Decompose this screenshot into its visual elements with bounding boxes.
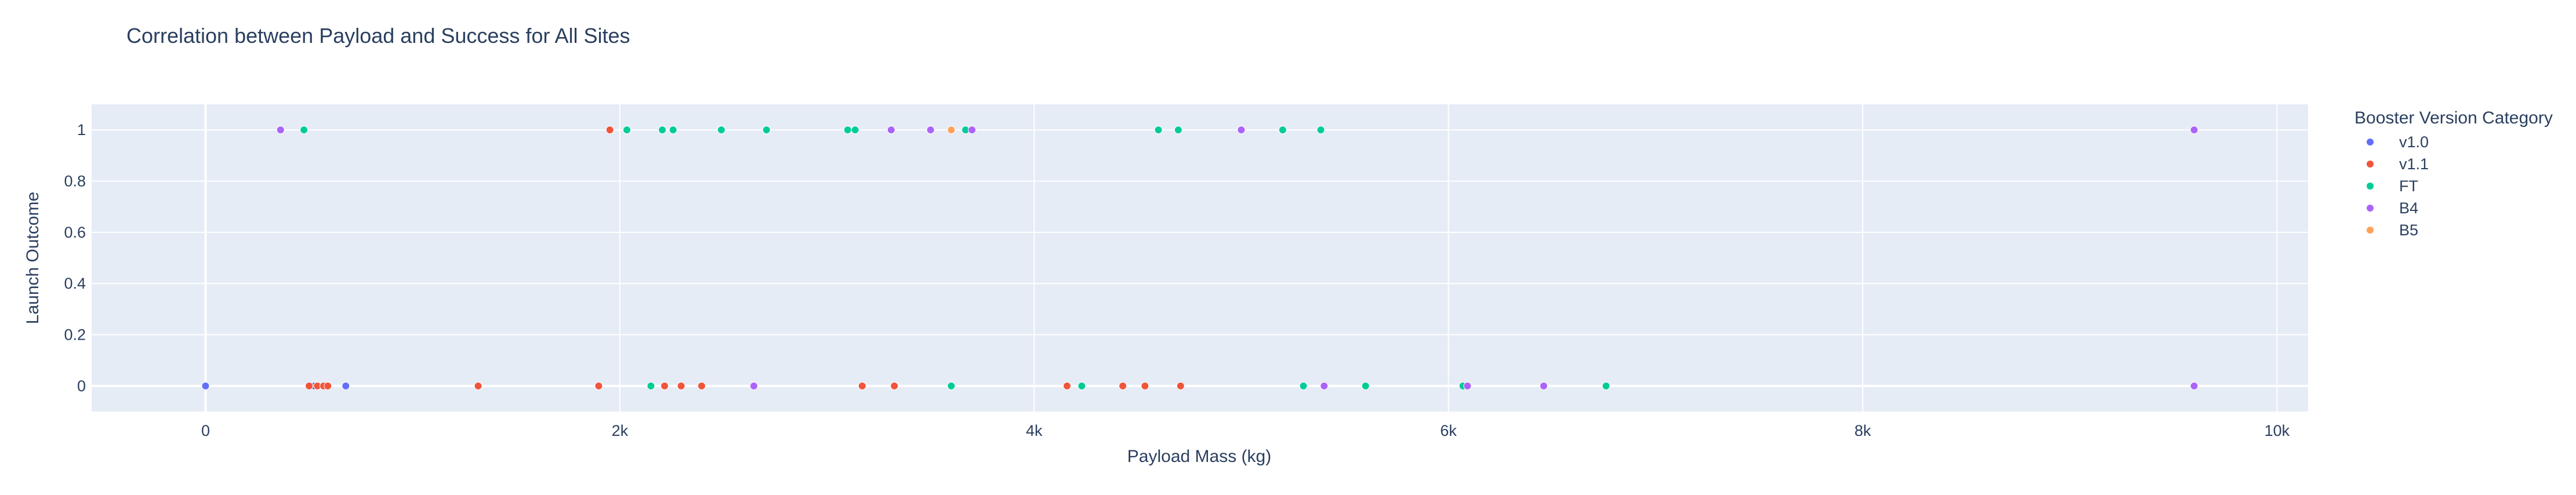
data-point[interactable] (1299, 381, 1308, 390)
data-point[interactable] (2190, 381, 2198, 390)
data-point[interactable] (1077, 381, 1086, 390)
legend-marker (2366, 204, 2374, 212)
y-tick-label: 0 (77, 377, 86, 395)
data-point[interactable] (594, 381, 603, 390)
legend-item[interactable]: v1.1 (2366, 155, 2429, 173)
data-point[interactable] (851, 126, 859, 134)
legend-item[interactable]: B5 (2366, 221, 2419, 239)
x-tick-label: 4k (1026, 422, 1043, 439)
legend-marker (2366, 160, 2374, 168)
data-point[interactable] (605, 126, 614, 134)
data-point[interactable] (843, 126, 852, 134)
y-tick-label: 0.2 (64, 326, 86, 344)
data-point[interactable] (300, 126, 309, 134)
data-point[interactable] (926, 126, 935, 134)
y-tick-labels: 0 0.2 0.4 0.6 0.8 1 (64, 121, 86, 395)
plot-background (92, 104, 2308, 412)
data-point[interactable] (669, 126, 677, 134)
x-tick-label: 6k (1440, 422, 1457, 439)
legend-label: FT (2399, 177, 2418, 195)
legend-label: B4 (2399, 199, 2418, 217)
legend-label: v1.0 (2399, 133, 2429, 151)
data-point[interactable] (2190, 126, 2198, 134)
legend-item[interactable]: v1.0 (2366, 133, 2429, 151)
data-point[interactable] (762, 126, 771, 134)
data-point[interactable] (1539, 381, 1548, 390)
data-point[interactable] (1063, 381, 1072, 390)
chart-title: Correlation between Payload and Success … (126, 24, 630, 48)
data-point[interactable] (1176, 381, 1185, 390)
y-tick-label: 0.4 (64, 275, 86, 292)
data-point[interactable] (890, 381, 899, 390)
data-point[interactable] (717, 126, 725, 134)
y-tick-label: 0.6 (64, 224, 86, 241)
data-point[interactable] (1320, 381, 1329, 390)
legend-item[interactable]: B4 (2366, 199, 2419, 217)
legend-marker (2366, 182, 2374, 190)
data-point[interactable] (1602, 381, 1610, 390)
data-point[interactable] (647, 381, 655, 390)
x-tick-label: 8k (1855, 422, 1871, 439)
legend-marker (2366, 138, 2374, 146)
data-point[interactable] (201, 381, 210, 390)
data-point[interactable] (947, 126, 956, 134)
data-point[interactable] (324, 381, 332, 390)
data-point[interactable] (276, 126, 285, 134)
data-point[interactable] (658, 126, 667, 134)
data-point[interactable] (858, 381, 866, 390)
data-point[interactable] (1174, 126, 1182, 134)
x-tick-label: 10k (2265, 422, 2290, 439)
legend-item[interactable]: FT (2366, 177, 2419, 195)
data-point[interactable] (1237, 126, 1246, 134)
data-point[interactable] (1119, 381, 1127, 390)
data-point[interactable] (947, 381, 956, 390)
data-point[interactable] (1141, 381, 1149, 390)
data-point[interactable] (342, 381, 350, 390)
x-axis-title: Payload Mass (kg) (1127, 447, 1271, 466)
data-point[interactable] (887, 126, 895, 134)
legend-label: B5 (2399, 221, 2418, 239)
data-point[interactable] (661, 381, 669, 390)
data-point[interactable] (474, 381, 482, 390)
data-point[interactable] (1463, 381, 1472, 390)
legend-label: v1.1 (2399, 155, 2429, 173)
data-point[interactable] (1278, 126, 1287, 134)
legend[interactable]: Booster Version Category v1.0 v1.1 FT B4 B5 (2354, 108, 2553, 239)
data-point[interactable] (968, 126, 977, 134)
data-point[interactable] (1316, 126, 1325, 134)
legend-marker (2366, 226, 2374, 234)
data-point[interactable] (1361, 381, 1370, 390)
x-tick-label: 0 (201, 422, 210, 439)
y-tick-label: 0.8 (64, 173, 86, 190)
data-point[interactable] (749, 381, 758, 390)
data-point[interactable] (1154, 126, 1163, 134)
gridlines (92, 104, 2308, 412)
data-point[interactable] (305, 381, 314, 390)
data-point[interactable] (622, 126, 631, 134)
data-point[interactable] (677, 381, 685, 390)
y-axis-title: Launch Outcome (23, 192, 42, 324)
y-tick-label: 1 (77, 121, 86, 139)
data-point[interactable] (697, 381, 706, 390)
x-tick-label: 2k (612, 422, 629, 439)
x-tick-labels: 0 2k 4k 6k 8k 10k (201, 422, 2290, 439)
legend-title: Booster Version Category (2354, 108, 2553, 128)
data-points (201, 126, 2198, 390)
